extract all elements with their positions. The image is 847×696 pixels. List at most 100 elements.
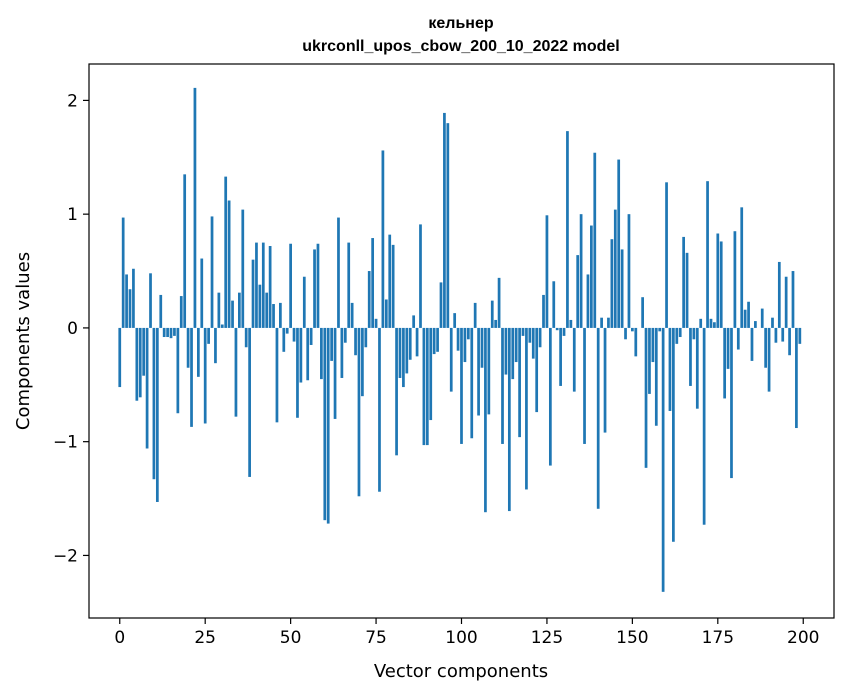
bar	[436, 327, 439, 352]
bar	[265, 292, 269, 328]
bar	[326, 327, 330, 524]
bar	[220, 324, 224, 328]
bar	[566, 131, 569, 328]
chart-subtitle: ukrconll_upos_cbow_200_10_2022 model	[302, 38, 619, 55]
bar	[357, 327, 361, 497]
bar	[617, 159, 621, 328]
bar	[555, 327, 559, 331]
bar	[590, 225, 593, 328]
bar	[750, 327, 754, 361]
bar	[299, 327, 303, 383]
bar	[791, 271, 795, 328]
bar	[268, 246, 272, 328]
bar	[784, 276, 788, 328]
bar	[309, 327, 313, 345]
bar	[166, 327, 169, 338]
bar	[149, 273, 152, 328]
bar	[231, 300, 234, 328]
bar	[706, 181, 709, 328]
y-tick-label: 0	[67, 319, 78, 339]
x-axis: 0 25 50 75 100 125 150 175 200	[114, 618, 819, 648]
bar	[473, 302, 477, 328]
bar	[528, 327, 532, 343]
x-tick-label: 150	[616, 628, 648, 648]
bar	[726, 327, 730, 369]
bar	[398, 327, 402, 378]
bar	[613, 209, 617, 328]
bar	[723, 327, 727, 399]
bar	[634, 327, 638, 357]
bar	[675, 327, 679, 344]
bar	[306, 327, 310, 381]
bar	[132, 268, 135, 328]
bar	[279, 302, 282, 328]
bar	[449, 327, 453, 392]
bar	[272, 304, 275, 328]
bar	[518, 327, 521, 438]
bar	[121, 217, 125, 328]
bar	[255, 242, 258, 328]
bar	[200, 258, 204, 328]
bar	[795, 327, 798, 429]
bar	[227, 200, 231, 328]
bar	[320, 327, 323, 380]
bar	[682, 236, 685, 328]
bar	[648, 327, 651, 394]
x-tick-label: 125	[531, 628, 563, 648]
bar	[162, 327, 166, 338]
x-tick-label: 100	[445, 628, 477, 648]
bar	[504, 327, 508, 375]
bar	[586, 274, 590, 328]
bar	[771, 317, 774, 328]
bar	[282, 327, 286, 352]
bar	[672, 327, 675, 542]
bar	[289, 243, 292, 328]
bar	[388, 234, 392, 328]
bar	[391, 244, 395, 328]
bar	[767, 327, 771, 392]
bar	[774, 327, 778, 343]
x-tick-label: 50	[280, 628, 302, 648]
bar	[415, 327, 419, 357]
bar	[302, 276, 306, 328]
bar	[354, 327, 357, 356]
bar	[641, 297, 644, 328]
bar	[593, 152, 597, 328]
bar	[760, 308, 764, 328]
bar	[238, 292, 241, 328]
bar	[285, 327, 289, 334]
bar	[607, 317, 610, 328]
x-tick-label: 0	[114, 628, 125, 648]
bar	[603, 327, 607, 433]
bar	[716, 233, 720, 328]
bar	[689, 327, 692, 386]
bar	[777, 261, 781, 328]
bar	[661, 327, 665, 592]
bar	[296, 327, 299, 418]
bar	[788, 327, 791, 356]
chart-title: кельнер	[428, 15, 493, 32]
bar	[466, 327, 470, 340]
bar	[196, 327, 200, 377]
bar	[374, 318, 378, 328]
bar	[173, 327, 176, 336]
bar	[316, 243, 320, 328]
bar	[719, 241, 723, 328]
bar	[713, 322, 716, 328]
x-axis-label: Vector components	[374, 661, 548, 682]
bar	[214, 327, 217, 364]
bar	[186, 327, 190, 368]
bar	[145, 327, 149, 449]
bar	[203, 327, 207, 424]
bar	[552, 281, 556, 328]
bar	[781, 327, 785, 342]
y-tick-label: 2	[67, 91, 78, 111]
y-axis-label: Components values	[13, 252, 34, 430]
bar	[323, 327, 327, 521]
bar	[562, 327, 566, 336]
bar	[754, 321, 757, 328]
bar	[142, 327, 146, 376]
y-tick-label: −1	[53, 433, 78, 453]
bar	[446, 123, 450, 328]
x-tick-label: 175	[702, 628, 734, 648]
